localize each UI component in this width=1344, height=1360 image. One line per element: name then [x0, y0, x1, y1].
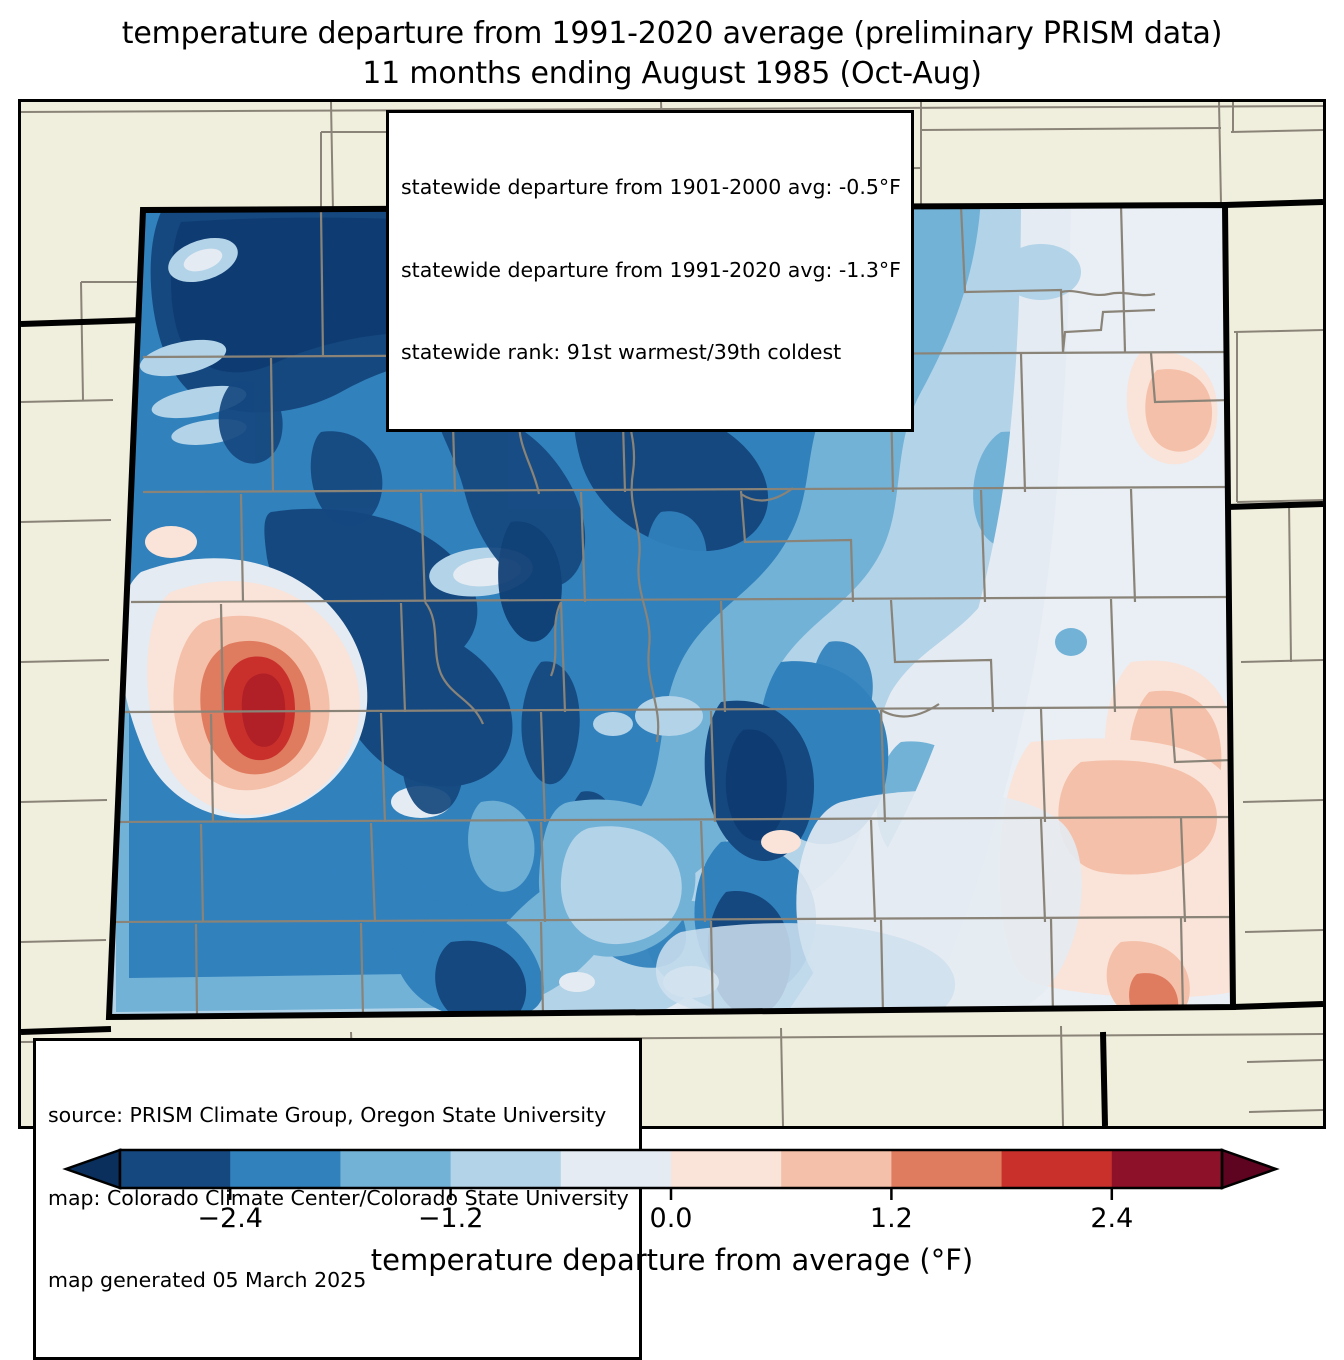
colorbar-extend-min — [62, 1148, 122, 1190]
colorbar-band-0 — [120, 1150, 231, 1188]
colorbar-tick-label-4: 2.4 — [1090, 1203, 1134, 1234]
san-luis-valley — [538, 799, 696, 957]
southwest-warm-hotspot — [118, 558, 368, 819]
colorbar-tick-label-2: 0.0 — [649, 1203, 693, 1234]
stats-line-3: statewide rank: 91st warmest/39th coldes… — [401, 340, 842, 364]
stats-line-1: statewide departure from 1901-2000 avg: … — [401, 175, 901, 199]
climate-map-figure: temperature departure from 1991-2020 ave… — [0, 14, 1344, 1360]
colorbar-tick-label-1: −1.2 — [417, 1203, 484, 1234]
neighbor-state-borders — [21, 199, 1323, 1126]
colorbar-band-4 — [560, 1150, 672, 1188]
colorbar-band-1 — [230, 1150, 341, 1188]
source-line-2: map: Colorado Climate Center/Colorado St… — [48, 1185, 629, 1210]
source-line-3: map generated 05 March 2025 — [48, 1268, 367, 1292]
title-line-1: temperature departure from 1991-2020 ave… — [121, 16, 1223, 51]
colorbar-band-9 — [1111, 1150, 1223, 1188]
misc-pockets — [145, 244, 1087, 656]
colorbar-band-2 — [340, 1150, 452, 1188]
colorbar-bands — [62, 1148, 1280, 1190]
colorbar-band-7 — [891, 1150, 1003, 1188]
colorbar-axis-label: temperature departure from average (°F) — [370, 1243, 974, 1277]
colorbar-ticks — [228, 1188, 1114, 1200]
southeast-wash — [655, 790, 1082, 1017]
colorbar-tick-label-3: 1.2 — [869, 1203, 913, 1234]
colorbar-svg — [62, 1148, 1280, 1200]
colorbar-band-5 — [671, 1150, 782, 1188]
colorbar-band-8 — [1001, 1150, 1113, 1188]
colorbar — [0, 1140, 1344, 1210]
colorbar-band-6 — [781, 1150, 892, 1188]
colorbar-band-3 — [450, 1150, 562, 1188]
source-line-1: source: PRISM Climate Group, Oregon Stat… — [48, 1103, 607, 1127]
colorbar-tick-label-0: −2.4 — [197, 1203, 263, 1234]
colorbar-extend-max — [1220, 1148, 1280, 1190]
colorbar-tick-labels: −2.4 −1.2 0.0 1.2 2.4 — [0, 1203, 1344, 1243]
title-line-2: 11 months ending August 1985 (Oct-Aug) — [362, 56, 982, 91]
stats-line-2: statewide departure from 1991-2020 avg: … — [401, 257, 901, 282]
statewide-stats-box: statewide departure from 1901-2000 avg: … — [386, 110, 914, 432]
page-title: temperature departure from 1991-2020 ave… — [0, 14, 1344, 94]
